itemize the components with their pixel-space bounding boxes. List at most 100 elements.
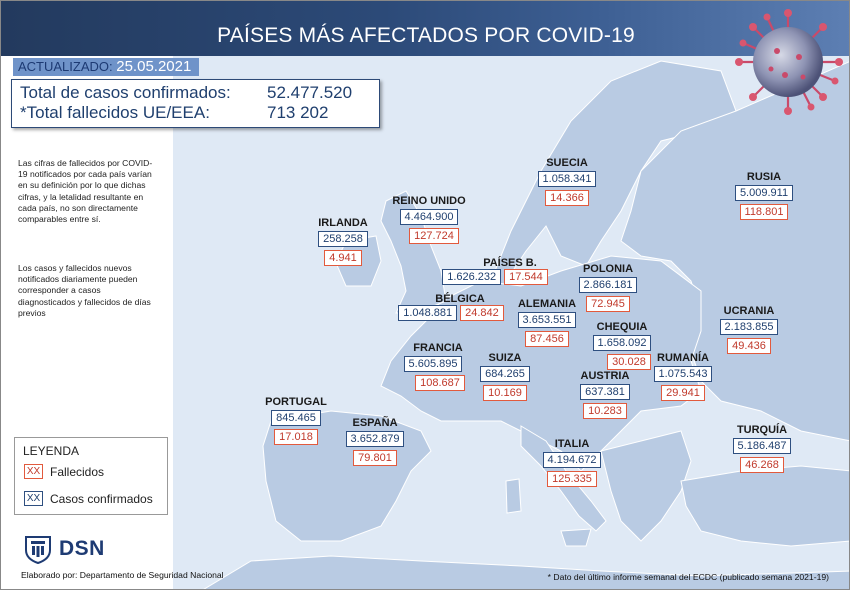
cases-value: 258.258 bbox=[318, 231, 368, 247]
country-name: BÉLGICA bbox=[435, 293, 485, 305]
total-deaths-row: *Total fallecidos UE/EEA: 713 202 bbox=[20, 103, 371, 123]
country-name: REINO UNIDO bbox=[392, 195, 466, 207]
updated-label: ACTUALIZADO: bbox=[18, 59, 113, 74]
deaths-value: 87.456 bbox=[525, 331, 569, 347]
deaths-value: 30.028 bbox=[607, 354, 651, 370]
total-confirmed-row: Total de casos confirmados: 52.477.520 bbox=[20, 83, 371, 103]
legend-title: LEYENDA bbox=[23, 444, 80, 458]
country-name: PORTUGAL bbox=[265, 396, 327, 408]
legend: LEYENDA XX Fallecidos XX Casos confirmad… bbox=[14, 437, 168, 515]
country-label-polonia: POLONIA 2.866.181 72.945 bbox=[573, 263, 643, 312]
deaths-value: 125.335 bbox=[547, 471, 597, 487]
country-name: TURQUÍA bbox=[736, 424, 788, 436]
country-label-austria: AUSTRIA 637.381 10.283 bbox=[574, 370, 636, 419]
cases-value: 1.048.881 bbox=[398, 305, 458, 321]
cases-value: 637.381 bbox=[580, 384, 630, 400]
deaths-value: 72.945 bbox=[586, 296, 630, 312]
country-label-francia: FRANCIA 5.605.895 108.687 bbox=[393, 342, 473, 391]
country-name: UCRANIA bbox=[723, 305, 775, 317]
belgica-values: 1.048.881 24.842 bbox=[397, 305, 505, 321]
country-name: RUMANÍA bbox=[657, 352, 709, 364]
deaths-value: 46.268 bbox=[740, 457, 784, 473]
country-name: ITALIA bbox=[554, 438, 590, 450]
deaths-value: 127.724 bbox=[409, 228, 459, 244]
credit-text: Elaborado por: Departamento de Seguridad… bbox=[21, 570, 224, 580]
coronavirus-illustration-icon bbox=[735, 9, 843, 115]
dsn-logo-text: DSN bbox=[59, 537, 105, 560]
cases-value: 4.194.672 bbox=[542, 452, 602, 468]
country-label-italia: ITALIA 4.194.672 125.335 bbox=[536, 438, 608, 487]
deaths-value: 118.801 bbox=[739, 204, 789, 220]
country-name: PAÍSES B. bbox=[483, 257, 537, 269]
country-name: RUSIA bbox=[746, 171, 782, 183]
note-deaths-definition: Las cifras de fallecidos por COVID-19 no… bbox=[18, 158, 153, 225]
total-deaths-label: *Total fallecidos UE/EEA: bbox=[20, 103, 210, 122]
balkans-landmass bbox=[600, 430, 692, 542]
footnote-text: * Dato del último informe semanal del EC… bbox=[547, 572, 829, 582]
country-label-ucrania: UCRANIA 2.183.855 49.436 bbox=[714, 305, 784, 354]
cases-value: 1.058.341 bbox=[537, 171, 597, 187]
north-africa-landmass bbox=[203, 555, 849, 589]
header-banner: PAÍSES MÁS AFECTADOS POR COVID-19 bbox=[1, 1, 849, 56]
deaths-value: 29.941 bbox=[661, 385, 705, 401]
country-label-turquia: TURQUÍA 5.186.487 46.268 bbox=[726, 424, 798, 473]
country-label-irlanda: IRLANDA 258.258 4.941 bbox=[312, 217, 374, 266]
page-title: PAÍSES MÁS AFECTADOS POR COVID-19 bbox=[217, 24, 635, 47]
country-label-alemania: ALEMANIA 3.653.551 87.456 bbox=[512, 298, 582, 347]
country-name: FRANCIA bbox=[413, 342, 463, 354]
country-name: AUSTRIA bbox=[580, 370, 630, 382]
cases-value: 5.186.487 bbox=[732, 438, 792, 454]
country-label-reino-unido: REINO UNIDO 4.464.900 127.724 bbox=[389, 195, 469, 244]
cases-value: 3.652.879 bbox=[345, 431, 405, 447]
cases-value: 5.605.895 bbox=[403, 356, 463, 372]
country-name: IRLANDA bbox=[318, 217, 368, 229]
cases-value: 4.464.900 bbox=[399, 209, 459, 225]
dsn-logo: DSN bbox=[23, 534, 105, 564]
legend-cases-swatch: XX bbox=[24, 491, 43, 506]
country-label-espana: ESPAÑA 3.652.879 79.801 bbox=[337, 417, 413, 466]
sardinia-island bbox=[505, 478, 522, 514]
total-confirmed-label: Total de casos confirmados: bbox=[20, 83, 231, 102]
country-label-chequia: CHEQUIA 1.658.092 30.028 bbox=[586, 321, 658, 370]
cases-value: 1.658.092 bbox=[592, 335, 652, 351]
deaths-value: 79.801 bbox=[353, 450, 397, 466]
cases-value: 2.866.181 bbox=[578, 277, 638, 293]
deaths-value: 4.941 bbox=[324, 250, 362, 266]
legend-cases-label: Casos confirmados bbox=[50, 491, 153, 506]
legend-cases-row: XX Casos confirmados bbox=[24, 491, 153, 506]
updated-badge: ACTUALIZADO: 25.05.2021 bbox=[13, 58, 200, 76]
totals-box: Total de casos confirmados: 52.477.520 *… bbox=[11, 79, 380, 128]
deaths-value: 14.366 bbox=[545, 190, 589, 206]
country-name: POLONIA bbox=[582, 263, 634, 275]
cases-value: 2.183.855 bbox=[719, 319, 779, 335]
deaths-value: 17.018 bbox=[274, 429, 318, 445]
country-name: ESPAÑA bbox=[352, 417, 398, 429]
total-deaths-value: 713 202 bbox=[267, 103, 329, 122]
cases-value: 5.009.911 bbox=[734, 185, 794, 201]
country-label-rumania: RUMANÍA 1.075.543 29.941 bbox=[647, 352, 719, 401]
note-daily-reports: Los casos y fallecidos nuevos notificado… bbox=[18, 263, 151, 318]
deaths-value: 17.544 bbox=[504, 269, 548, 285]
legend-deaths-label: Fallecidos bbox=[50, 464, 105, 479]
country-label-belgica: BÉLGICA 1.048.881 24.842 bbox=[397, 293, 505, 321]
deaths-value: 24.842 bbox=[460, 305, 504, 321]
country-name: SUIZA bbox=[488, 352, 522, 364]
total-confirmed-value: 52.477.520 bbox=[267, 83, 353, 102]
updated-date: 25.05.2021 bbox=[116, 58, 192, 75]
cases-value: 3.653.551 bbox=[517, 312, 577, 328]
paises-b-values: 1.626.232 17.544 bbox=[439, 269, 551, 285]
cases-value: 684.265 bbox=[480, 366, 530, 382]
country-name: SUECIA bbox=[546, 157, 588, 169]
coat-of-arms-icon bbox=[25, 536, 51, 564]
country-name: CHEQUIA bbox=[596, 321, 648, 333]
deaths-value: 49.436 bbox=[727, 338, 771, 354]
country-name: ALEMANIA bbox=[517, 298, 577, 310]
country-label-paises-b: PAÍSES B. 1.626.232 17.544 bbox=[439, 257, 551, 285]
cases-value: 845.465 bbox=[271, 410, 321, 426]
legend-deaths-swatch: XX bbox=[24, 464, 43, 479]
country-label-suecia: SUECIA 1.058.341 14.366 bbox=[532, 157, 602, 206]
deaths-value: 10.283 bbox=[583, 403, 627, 419]
country-label-rusia: RUSIA 5.009.911 118.801 bbox=[729, 171, 799, 220]
cases-value: 1.626.232 bbox=[442, 269, 502, 285]
